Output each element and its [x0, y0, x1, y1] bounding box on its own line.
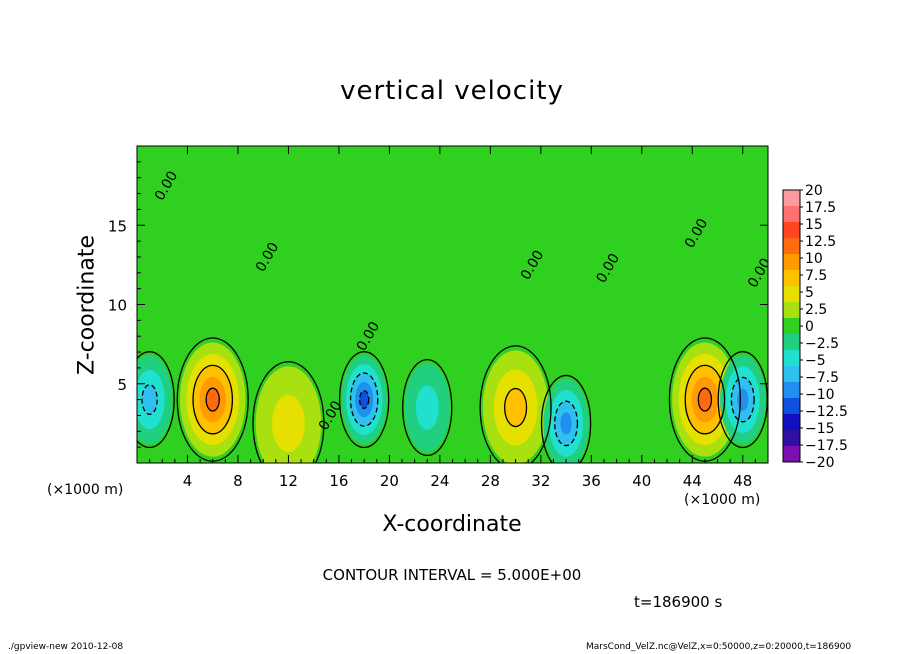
colorbar-label: −12.5	[805, 404, 848, 420]
colorbar-label: −17.5	[805, 438, 848, 454]
colorbar-label: 10	[805, 251, 823, 267]
colorbar-swatch	[783, 222, 800, 238]
x-tick-label: 20	[380, 472, 399, 490]
x-tick-label: 48	[733, 472, 752, 490]
colorbar-swatch	[783, 366, 800, 382]
feature-downdraft-7	[543, 379, 589, 463]
contour-line	[141, 384, 158, 416]
zero-contour	[402, 358, 453, 457]
colorbar-swatch	[783, 190, 800, 206]
field-band	[698, 388, 712, 412]
contour-line	[358, 390, 370, 410]
colorbar-label: 12.5	[805, 234, 836, 250]
footer-left-text: ./gpview-new 2010-12-08	[8, 642, 124, 652]
zero-contour	[252, 361, 325, 463]
footer-right-text: MarsCond_VelZ.nc@VelZ,x=0:50000,z=0:2000…	[586, 642, 852, 652]
contour-line	[554, 400, 579, 447]
zero-contour	[137, 351, 175, 449]
field-band	[737, 388, 749, 411]
feature-downdraft-4	[137, 355, 173, 444]
contour-line	[205, 387, 220, 412]
x-tick-label: 12	[279, 472, 298, 490]
colorbar: 2017.51512.5107.552.50−2.5−5−7.5−10−12.5…	[782, 183, 848, 471]
field-band	[359, 390, 369, 409]
colorbar-label: −7.5	[805, 370, 839, 386]
zero-contour	[338, 351, 390, 449]
zero-contour	[717, 351, 768, 449]
feature-updraft-2	[482, 350, 549, 463]
contour-line	[349, 372, 379, 427]
colorbar-swatch	[783, 286, 800, 302]
feature-downdraft-6	[404, 363, 450, 452]
colorbar-label: 17.5	[805, 200, 836, 216]
velocity-field	[137, 342, 766, 463]
colorbar-label: −20	[805, 455, 835, 471]
feature-updraft-0	[179, 342, 246, 457]
contour-line	[730, 376, 755, 423]
x-tick-label: 28	[481, 472, 500, 490]
x-tick-label: 36	[582, 472, 601, 490]
zero-contour	[479, 345, 552, 463]
x-unit-label-right: (×1000 m)	[684, 492, 761, 508]
colorbar-label: −15	[805, 421, 835, 437]
y-tick-label: 15	[108, 217, 127, 235]
contour-line	[697, 387, 713, 412]
colorbar-swatch	[783, 398, 800, 414]
x-axis-label: X-coordinate	[382, 512, 522, 537]
colorbar-swatch	[783, 430, 800, 446]
field-band	[142, 384, 158, 415]
colorbar-label: 5	[805, 285, 814, 301]
colorbar-label: −10	[805, 387, 835, 403]
colorbar-swatch	[783, 334, 800, 350]
x-tick-label: 40	[632, 472, 651, 490]
colorbar-swatch	[783, 254, 800, 270]
x-tick-label: 16	[329, 472, 348, 490]
x-tick-label: 8	[233, 472, 243, 490]
time-label: t=186900 s	[634, 593, 723, 611]
field-band	[560, 412, 572, 435]
feature-updraft-1	[672, 342, 738, 457]
colorbar-swatch	[783, 414, 800, 430]
feature-downdraft-5	[341, 355, 387, 444]
colorbar-swatch	[783, 382, 800, 398]
colorbar-label: 15	[805, 217, 823, 233]
colorbar-swatch	[783, 318, 800, 334]
y-tick-label: 5	[117, 376, 127, 394]
colorbar-label: 7.5	[805, 268, 827, 284]
colorbar-swatch	[783, 206, 800, 222]
colorbar-label: −5	[805, 353, 826, 369]
colorbar-swatch	[783, 238, 800, 254]
colorbar-label: 0	[805, 319, 814, 335]
x-tick-label: 32	[531, 472, 550, 490]
feature-downdraft-8	[720, 355, 766, 444]
colorbar-label: −2.5	[805, 336, 839, 352]
feature-updraft-3	[255, 366, 322, 463]
contour-interval-text: CONTOUR INTERVAL = 5.000E+00	[322, 566, 582, 584]
x-tick-label: 44	[683, 472, 702, 490]
x-tick-label: 4	[183, 472, 193, 490]
chart-title: vertical velocity	[340, 76, 564, 106]
colorbar-swatch	[783, 446, 800, 462]
y-tick-label: 10	[108, 297, 127, 315]
field-band	[415, 385, 439, 430]
colorbar-swatch	[783, 350, 800, 366]
colorbar-swatch	[783, 302, 800, 318]
colorbar-label: 20	[805, 183, 823, 199]
contour-line	[192, 364, 234, 435]
colorbar-label: 2.5	[805, 302, 827, 318]
colorbar-swatch	[783, 270, 800, 286]
field-band	[272, 394, 305, 452]
x-unit-label-left: (×1000 m)	[47, 482, 124, 498]
x-tick-label: 24	[430, 472, 449, 490]
zero-contour	[540, 374, 592, 463]
contour-line	[504, 387, 528, 428]
contour-line	[684, 364, 726, 435]
field-band	[206, 388, 220, 412]
field-band	[504, 388, 527, 427]
